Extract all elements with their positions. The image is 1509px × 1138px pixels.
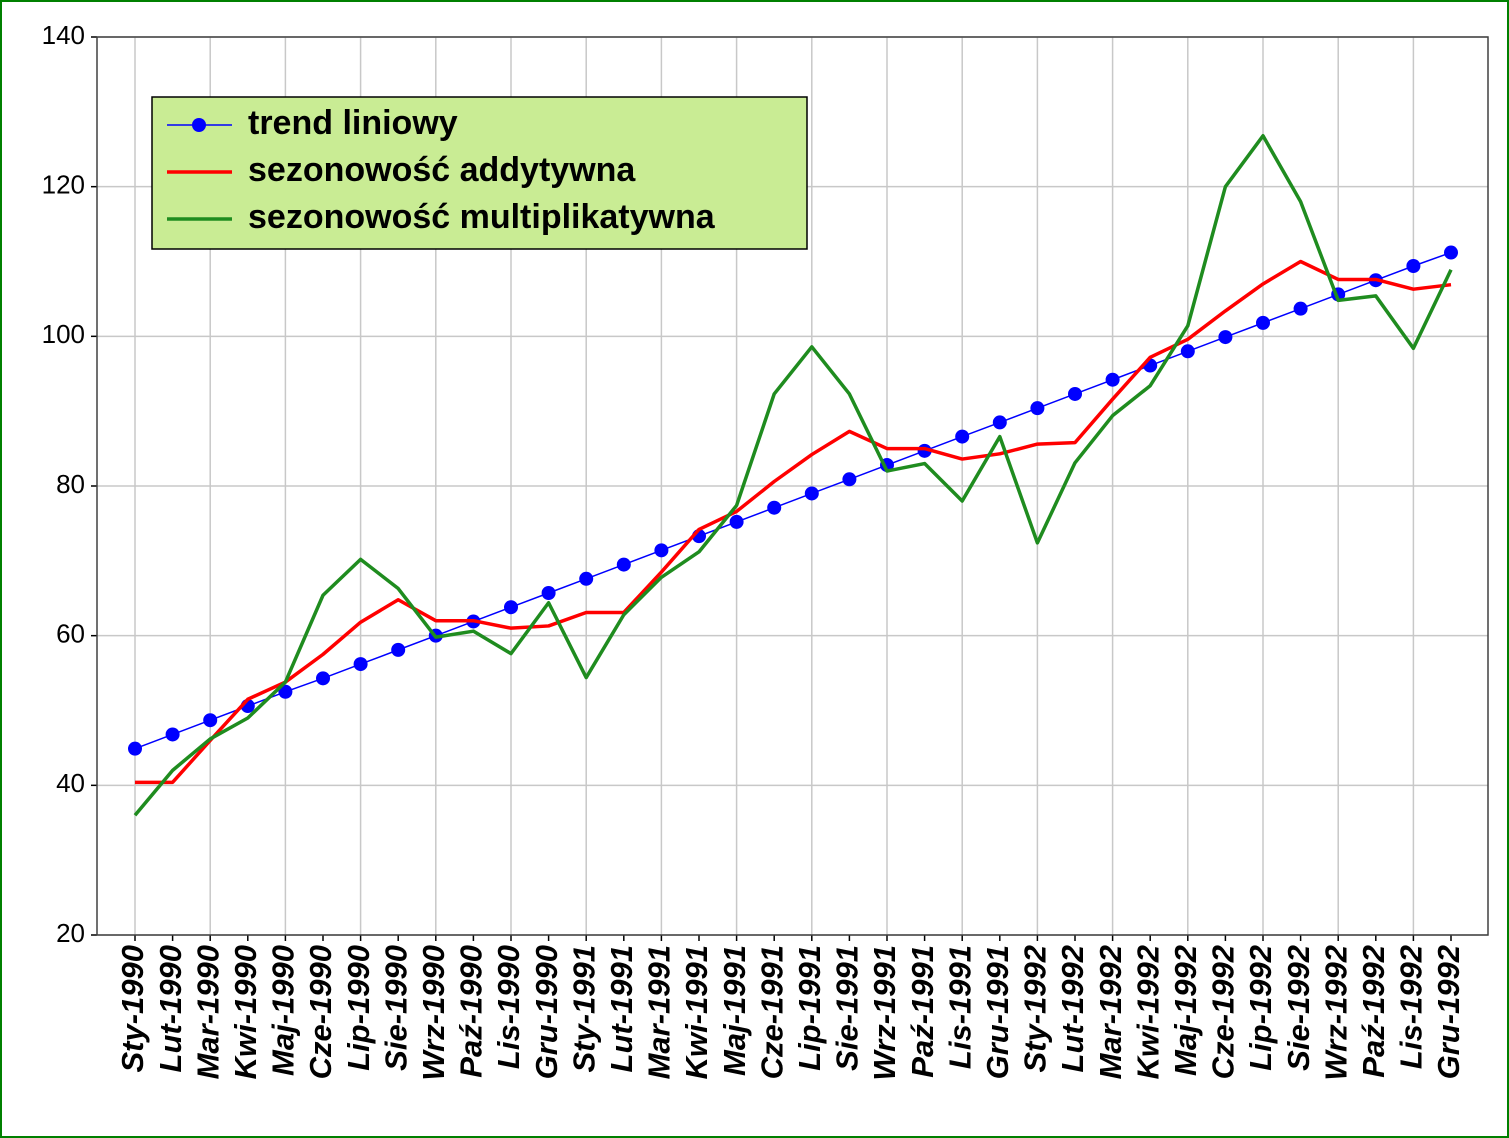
marker	[203, 713, 218, 728]
marker	[579, 571, 594, 586]
x-tick-label: Lut-1991	[604, 945, 639, 1072]
marker	[1180, 344, 1195, 359]
marker	[391, 642, 406, 657]
x-tick-label: Lis-1992	[1394, 945, 1429, 1069]
x-tick-label: Sty-1991	[566, 945, 601, 1073]
x-tick-label: Sie-1991	[830, 945, 865, 1071]
x-tick-label: Gru-1991	[980, 945, 1015, 1079]
x-tick-label: Gru-1990	[529, 945, 564, 1079]
x-tick-label: Wrz-1992	[1318, 945, 1353, 1081]
marker	[1068, 386, 1082, 401]
x-tick-label: Cze-1992	[1206, 945, 1241, 1079]
x-tick-label: Cze-1991	[754, 945, 789, 1079]
x-tick-label: Paź-1990	[454, 945, 489, 1078]
marker	[1105, 372, 1120, 387]
legend-box	[151, 96, 808, 250]
x-tick-label: Sie-1992	[1281, 945, 1316, 1071]
y-tick-label: 60	[56, 619, 85, 649]
x-tick-label: Maj-1991	[717, 945, 752, 1076]
x-tick-label: Lip-1992	[1243, 945, 1278, 1071]
x-tick-label: Kwi-1992	[1130, 945, 1165, 1079]
marker	[955, 429, 970, 444]
x-tick-label: Lip-1990	[341, 945, 376, 1071]
x-tick-label: Lut-1992	[1055, 945, 1090, 1072]
x-tick-label: Mar-1991	[642, 945, 677, 1079]
marker	[128, 741, 142, 756]
y-tick-label: 20	[56, 918, 85, 948]
x-tick-label: Lip-1991	[792, 945, 827, 1071]
legend-label: sezonowość multiplikatywna	[248, 198, 716, 236]
x-tick-label: Kwi-1990	[228, 945, 263, 1079]
marker	[1218, 330, 1233, 345]
x-tick-label: Maj-1992	[1168, 945, 1203, 1076]
marker	[278, 684, 293, 699]
legend-marker	[192, 118, 206, 132]
marker	[729, 514, 744, 529]
marker	[654, 543, 669, 558]
x-tick-label: Wrz-1990	[416, 945, 451, 1081]
x-tick-label: Mar-1990	[190, 945, 225, 1079]
x-tick-label: Lis-1990	[491, 945, 526, 1069]
marker	[165, 727, 180, 742]
x-tick-label: Sie-1990	[378, 945, 413, 1071]
marker	[1256, 315, 1270, 330]
x-tick-label: Mar-1992	[1093, 945, 1128, 1079]
series-line	[135, 259, 1452, 785]
x-tick-label: Sty-1990	[115, 945, 150, 1073]
marker	[1293, 301, 1308, 316]
marker	[804, 486, 819, 501]
marker	[992, 415, 1007, 430]
x-tick-label: Lis-1991	[942, 945, 977, 1069]
marker	[541, 586, 556, 601]
y-tick-label: 80	[56, 469, 85, 499]
marker	[1030, 401, 1045, 416]
marker	[1406, 258, 1421, 273]
x-tick-label: Gru-1992	[1431, 945, 1466, 1079]
y-tick-label: 140	[42, 20, 85, 50]
y-tick-label: 40	[56, 768, 85, 798]
x-tick-label: Kwi-1991	[679, 945, 714, 1079]
x-tick-label: Cze-1990	[303, 945, 338, 1079]
legend-label: sezonowość addytywna	[248, 151, 636, 189]
marker	[1444, 245, 1458, 260]
y-tick-label: 120	[42, 170, 85, 200]
x-tick-label: Sty-1992	[1018, 945, 1053, 1073]
marker	[616, 557, 631, 572]
marker	[353, 657, 368, 672]
x-tick-label: Maj-1990	[266, 945, 301, 1076]
legend-label: trend liniowy	[248, 104, 458, 142]
marker	[842, 472, 857, 487]
x-tick-label: Wrz-1991	[867, 945, 902, 1081]
series-line	[133, 134, 1453, 817]
x-tick-label: Paź-1991	[905, 945, 940, 1078]
marker	[504, 600, 518, 615]
x-tick-label: Lut-1990	[153, 945, 188, 1072]
x-tick-label: Paź-1992	[1356, 945, 1391, 1078]
plot-area	[96, 36, 1489, 936]
marker	[316, 671, 330, 686]
marker	[767, 500, 782, 515]
y-tick-label: 100	[42, 319, 85, 349]
